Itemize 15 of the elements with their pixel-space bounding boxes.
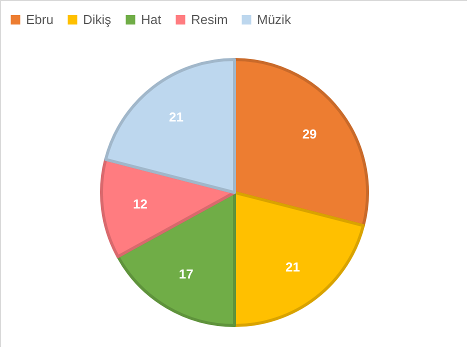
legend-label: Dikiş bbox=[83, 12, 112, 27]
legend-label: Resim bbox=[191, 12, 228, 27]
legend-label: Ebru bbox=[26, 12, 54, 27]
data-label: 21 bbox=[169, 109, 184, 124]
pie-slice bbox=[233, 58, 369, 228]
data-label: 21 bbox=[285, 260, 300, 275]
pie-slice bbox=[104, 58, 236, 194]
pie-slice bbox=[116, 191, 236, 327]
pie-slice bbox=[100, 158, 236, 258]
data-label: 29 bbox=[302, 126, 317, 142]
legend-label: Hat bbox=[141, 12, 162, 27]
data-label: 12 bbox=[133, 196, 148, 212]
data-label: 17 bbox=[178, 266, 194, 282]
pie-slice bbox=[233, 191, 365, 327]
legend-label: Müzik bbox=[257, 12, 292, 27]
